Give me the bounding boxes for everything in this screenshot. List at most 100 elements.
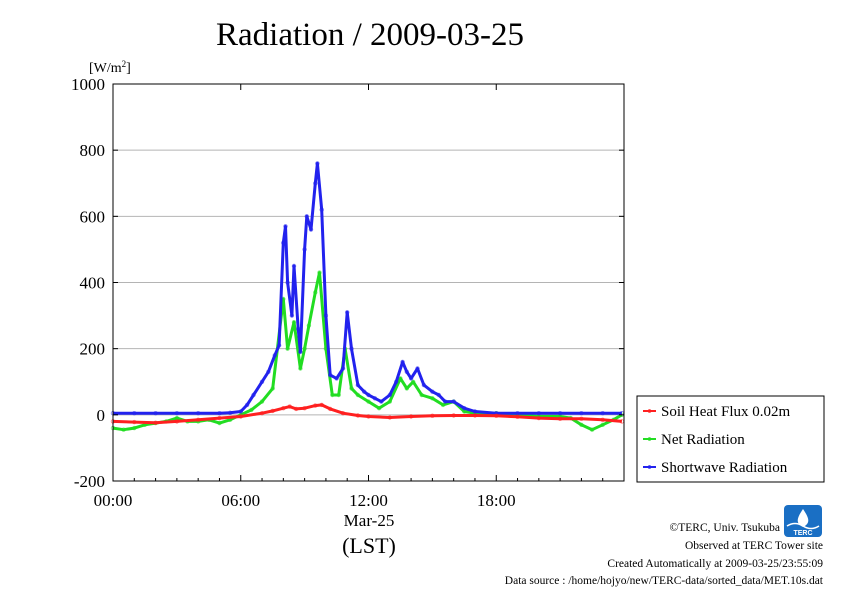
legend-box [636,395,825,483]
data-point [421,382,427,388]
data-point [515,414,520,419]
data-point [430,396,435,401]
data-point [281,406,286,411]
data-point [328,406,333,412]
y-tick-label: 200 [80,340,106,359]
data-point [387,392,392,398]
y-unit-label: [W/m2] [89,59,131,76]
data-point [195,411,201,416]
data-point [336,392,341,398]
data-point [328,372,333,378]
data-point [536,415,541,421]
data-point [259,379,265,384]
terc-logo: TERC [784,505,822,537]
data-point [372,396,378,401]
data-point [313,181,318,186]
data-point [430,413,435,418]
date-label: Mar-25 [344,511,395,530]
data-point [394,379,399,384]
data-point [302,247,307,252]
data-point [319,402,324,408]
data-point [387,399,392,404]
data-point [315,161,320,166]
data-point [153,411,158,416]
credit-source: Data source : /home/hojyo/new/TERC-data/… [505,575,824,587]
y-tick-label: 0 [97,406,106,425]
data-point [345,310,350,315]
data-point [306,323,312,328]
series-line [112,403,623,425]
data-point [227,410,233,415]
data-point [259,399,265,404]
data-point [287,404,292,409]
data-point [362,389,367,394]
x-tick-label: 00:00 [94,491,133,510]
data-point [270,408,275,414]
data-point [557,411,563,416]
data-point [536,411,541,416]
data-point [600,422,605,427]
data-point [302,346,307,351]
data-point [440,402,446,408]
water-drop-icon [797,509,809,527]
data-point [302,406,307,411]
data-point [323,313,329,318]
credit-created: Created Automatically at 2009-03-25/23:5… [607,558,823,570]
data-point [238,409,243,414]
y-tick-label: 600 [80,207,106,226]
data-point [153,420,158,425]
data-point [366,414,371,419]
x-tick-label: 18:00 [477,491,516,510]
data-point [557,416,563,421]
data-point [313,290,318,295]
data-point [340,366,346,371]
y-tick-label: 800 [80,141,106,160]
y-tick-label: 400 [80,274,106,293]
data-point [298,349,303,355]
data-point [266,369,271,374]
data-point [430,389,435,394]
data-point [334,376,339,381]
series-layer [110,161,625,432]
data-point [600,417,605,422]
data-point [298,366,303,371]
data-point [313,403,318,408]
series-line [113,161,622,415]
data-point [317,270,322,275]
data-point [462,406,467,411]
x-axis-label: (LST) [342,533,396,558]
data-point [366,392,371,398]
data-point [217,415,222,421]
data-point [330,392,335,398]
data-point [174,411,180,416]
legend-marker [647,409,652,413]
data-point [404,369,409,374]
data-point [244,402,250,408]
data-point [304,214,309,219]
data-point [349,386,354,391]
data-point [589,427,595,432]
data-point [251,392,256,398]
grid-lines [113,149,624,416]
data-point [132,411,137,416]
data-point [600,411,605,416]
series-line [112,271,623,432]
data-point [121,427,126,432]
credit-copyright: ©TERC, Univ. Tsukuba [670,522,780,534]
logo-text: TERC [793,530,812,537]
data-point [132,419,137,425]
data-point [408,414,414,419]
data-point [195,417,201,422]
data-point [387,415,392,420]
wave-icon [786,522,820,530]
data-point [451,413,456,418]
data-point [451,399,456,404]
legend-marker [647,437,652,441]
data-point [443,399,448,404]
data-point [472,413,478,418]
data-point [340,411,346,416]
data-point [217,411,222,416]
data-point [400,359,405,365]
legend-label: Soil Heat Flux 0.02m [661,404,791,420]
